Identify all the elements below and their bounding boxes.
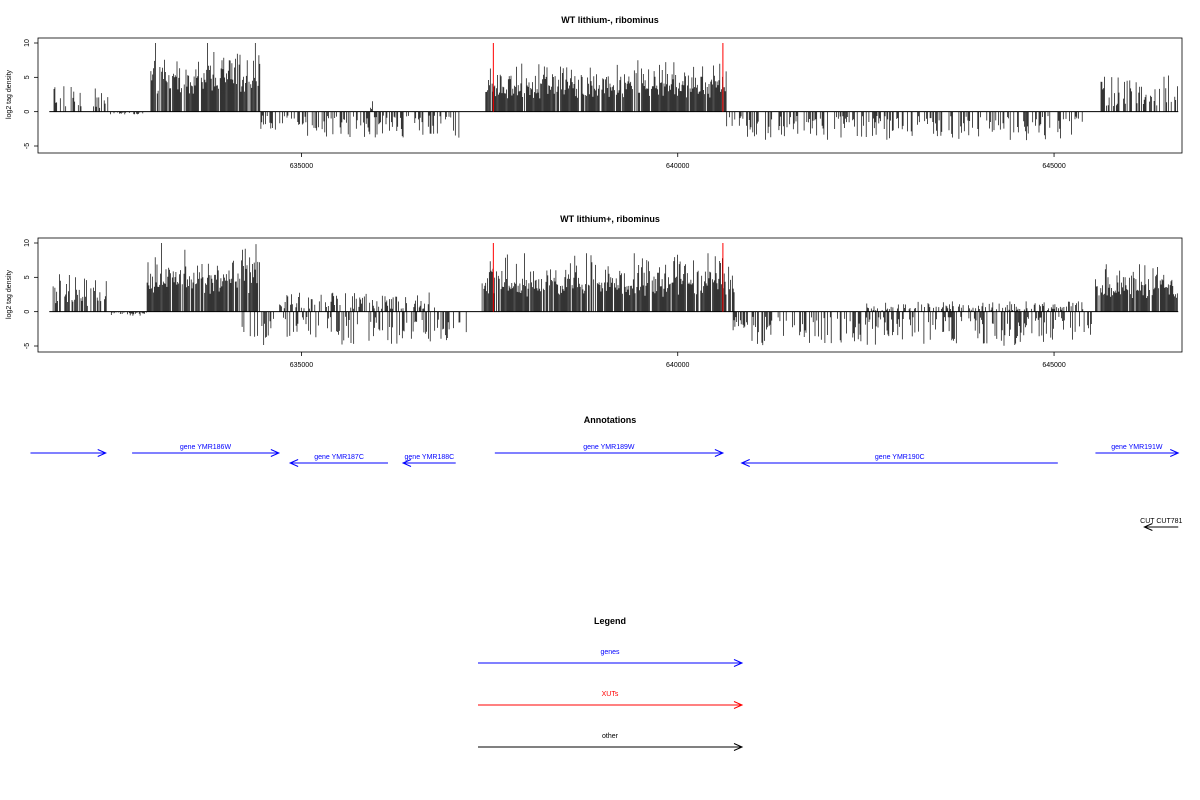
annotation-label: gene YMR189W: [583, 444, 635, 451]
annotation-label: gene YMR191W: [1111, 444, 1163, 451]
density-bar-segment: [279, 292, 435, 312]
density-bar-segment: [481, 253, 735, 312]
density-bar-segment: [1100, 75, 1178, 112]
annotation-feature: gene YMR191W: [1095, 444, 1180, 457]
track-panel-1: -5 0 5 10 log2 tag density 635000 640000 645000: [6, 37, 1183, 170]
y-tick-label: 5: [24, 75, 31, 79]
annotation-label: gene YMR186W: [180, 444, 232, 451]
legend-item: XUTs: [478, 691, 744, 709]
annotation-feature: gene YMR188C: [401, 454, 456, 467]
plot-frame: [37, 37, 1183, 154]
density-bars: [52, 243, 1178, 346]
annotation-label: gene YMR190C: [875, 454, 925, 461]
y-tick-label: 0: [24, 310, 31, 314]
annotation-feature: gene YMR189W: [494, 444, 725, 457]
x-tick-label: 645000: [1042, 362, 1065, 369]
density-bar-segment: [726, 111, 1083, 141]
density-bar-segment: [53, 86, 82, 112]
annotation-label: CUT CUT781: [1140, 518, 1182, 525]
density-bar-segment: [485, 60, 727, 112]
y-axis-label: log2 tag density: [6, 269, 13, 319]
annotation-feature: gene YMR190C: [740, 454, 1058, 467]
legend-item: other: [478, 733, 744, 751]
density-bars: [53, 43, 1178, 141]
annotation-label: gene YMR187C: [314, 454, 364, 461]
legend-label: other: [602, 733, 619, 740]
legend: genes XUTs other: [478, 649, 744, 751]
y-axis-label: log2 tag density: [6, 69, 13, 119]
density-bar-segment: [866, 301, 1084, 312]
y-tick-label: -5: [24, 343, 31, 349]
density-bar-segment: [732, 311, 1092, 346]
density-bar-segment: [260, 111, 460, 138]
x-tick-label: 640000: [666, 362, 689, 369]
x-tick-label: 635000: [290, 163, 313, 170]
annotation-feature: gene YMR186W: [132, 444, 281, 457]
legend-item: genes: [478, 649, 744, 667]
plot-frame: [37, 237, 1183, 353]
density-bar-segment: [146, 243, 260, 312]
annotation-label: gene YMR188C: [405, 454, 455, 461]
track-panels: -5 0 5 10 log2 tag density 635000 640000 645000…: [6, 37, 1183, 369]
density-bar-segment: [150, 43, 261, 112]
density-bar-segment: [241, 311, 467, 345]
density-bar-segment: [93, 88, 109, 112]
annotation-feature: CUT CUT781: [1140, 518, 1183, 531]
density-bar-segment: [52, 274, 107, 312]
x-tick-label: 645000: [1042, 163, 1065, 170]
density-bar-segment: [110, 311, 147, 316]
annotation-feature: gene YMR187C: [288, 454, 388, 467]
y-tick-label: 10: [24, 39, 31, 47]
annotation-feature: [30, 449, 107, 457]
x-tick-label: 640000: [666, 163, 689, 170]
density-bar-segment: [370, 101, 373, 112]
y-tick-label: 0: [24, 110, 31, 114]
annotations-title: Annotations: [584, 415, 637, 425]
legend-label: XUTs: [602, 691, 619, 698]
y-tick-label: 5: [24, 275, 31, 279]
density-bar-segment: [1095, 264, 1178, 312]
y-tick-label: -5: [24, 143, 31, 149]
track-panel-2: -5 0 5 10 log2 tag density 635000 640000 645000: [6, 237, 1183, 369]
x-tick-label: 635000: [290, 362, 313, 369]
y-tick-label: 10: [24, 239, 31, 247]
panel-1-title: WT lithium-, ribominus: [561, 15, 659, 25]
legend-title: Legend: [594, 616, 626, 626]
legend-label: genes: [600, 649, 620, 656]
annotation-track: gene YMR186W gene YMR187C gene YMR188C gene…: [30, 444, 1183, 531]
panel-2-title: WT lithium+, ribominus: [560, 214, 660, 224]
